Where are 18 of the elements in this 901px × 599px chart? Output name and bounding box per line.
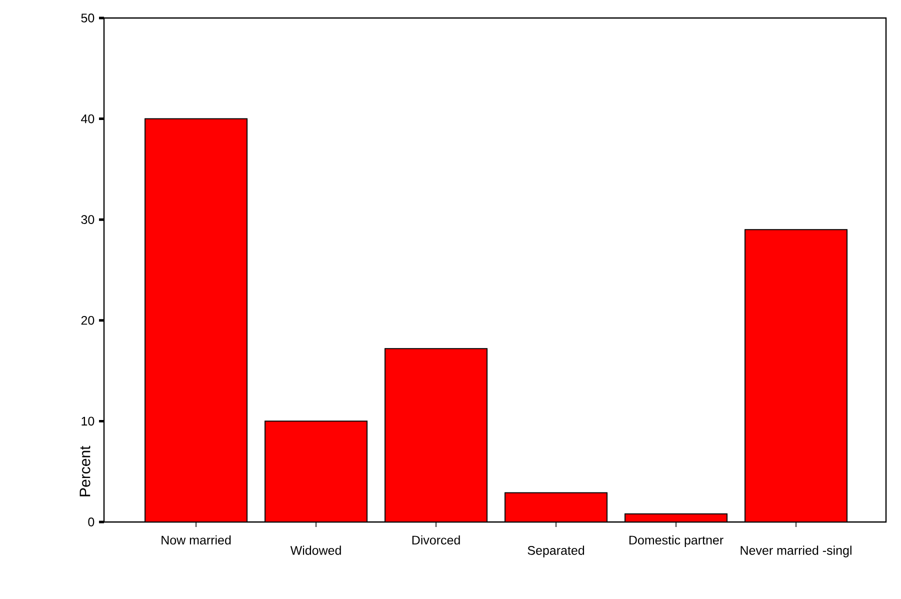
bar (505, 492, 608, 522)
x-tick-label: Domestic partner (629, 535, 724, 548)
x-tick-label: Never married -singl (740, 546, 852, 558)
x-tick-label: Now married (162, 535, 231, 545)
x-tick-label: Separated (528, 546, 584, 558)
y-tick-label: 40 (81, 114, 94, 124)
y-tick-label: 20 (81, 316, 94, 325)
y-tick-label: 0 (88, 518, 94, 526)
y-tick-label: 30 (81, 215, 94, 224)
y-tick-label: 50 (81, 14, 94, 22)
x-tick-label: Widowed (290, 546, 341, 555)
bar (145, 118, 248, 522)
y-tick-label: 10 (82, 416, 94, 426)
x-tick-label: Divorced (412, 535, 460, 545)
bar (385, 348, 488, 522)
bar (744, 229, 848, 522)
bar (265, 421, 368, 522)
y-axis-title: Percent (80, 446, 90, 496)
